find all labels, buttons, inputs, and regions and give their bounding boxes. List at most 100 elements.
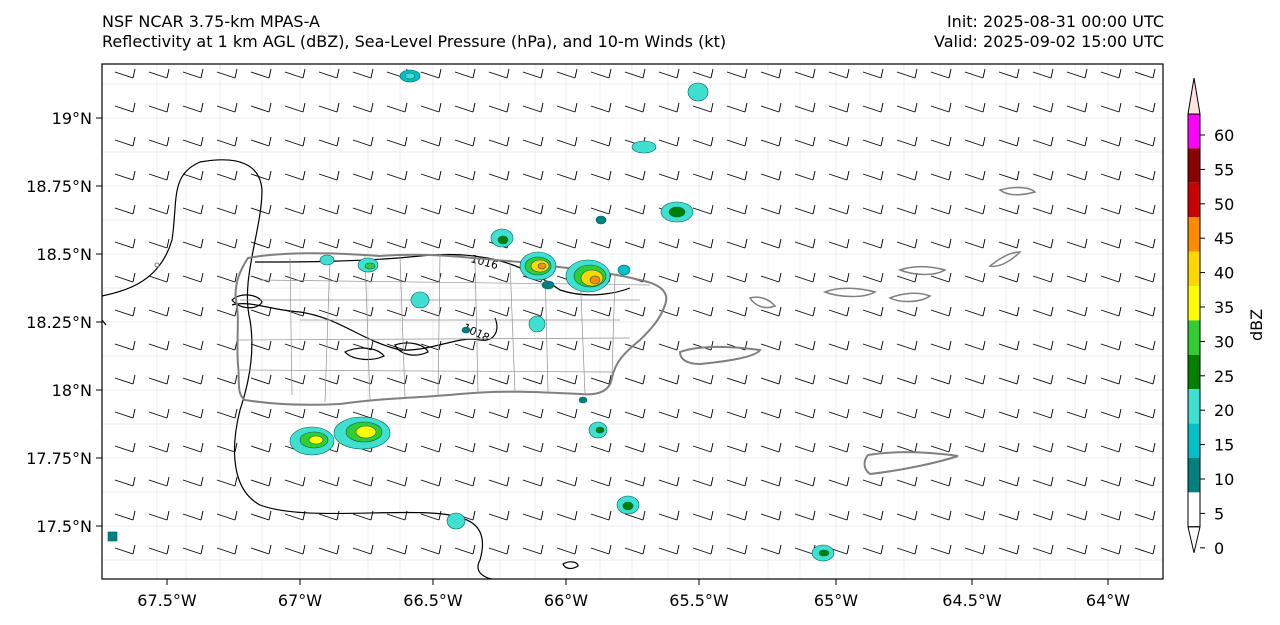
wind-barb — [590, 136, 612, 147]
wind-barb — [930, 374, 952, 385]
wind-barb — [352, 476, 374, 487]
cell-north-3 — [631, 140, 657, 154]
wind-barb — [318, 136, 340, 147]
wind-barb — [998, 408, 1020, 419]
wind-barb — [420, 408, 442, 419]
wind-barb — [454, 374, 476, 385]
wind-barb — [624, 238, 646, 249]
wind-barb — [896, 408, 918, 419]
wind-barb — [522, 306, 544, 317]
wind-barb — [930, 510, 952, 521]
wind-barb — [556, 306, 578, 317]
wind-barb — [896, 544, 918, 555]
wind-barb — [250, 136, 272, 147]
wind-barb — [726, 510, 748, 521]
cell-pr-c1 — [410, 291, 430, 309]
valid-time: Valid: 2025-09-02 15:00 UTC — [933, 32, 1164, 51]
wind-barb — [930, 102, 952, 113]
wind-barb — [828, 476, 850, 487]
wind-barb — [488, 442, 510, 453]
wind-barb — [964, 374, 986, 385]
colorbar-tick-label: 5 — [1214, 504, 1224, 523]
cell-ne-2 — [595, 215, 607, 225]
st-croix-coast — [863, 451, 959, 476]
wind-barb — [488, 510, 510, 521]
wind-barb — [250, 272, 272, 283]
wind-barb — [590, 476, 612, 487]
wind-barb — [420, 272, 442, 283]
colorbar: 0 5 10 15 20 25 30 35 40 45 50 55 60 — [1187, 77, 1234, 558]
wind-barb — [1066, 340, 1088, 351]
wind-barb — [522, 408, 544, 419]
wind-barb — [386, 374, 408, 385]
wind-barb — [1134, 68, 1156, 79]
wind-barb — [760, 238, 782, 249]
wind-barb — [250, 544, 272, 555]
wind-barb — [964, 170, 986, 181]
wind-barb — [216, 544, 238, 555]
wind-barb — [250, 68, 272, 79]
wind-barb — [216, 238, 238, 249]
wind-barb — [182, 68, 204, 79]
wind-barb — [148, 544, 170, 555]
wind-barb — [658, 408, 680, 419]
wind-barb — [1100, 476, 1122, 487]
wind-barb — [862, 170, 884, 181]
wind-barb — [522, 340, 544, 351]
wind-barb — [794, 136, 816, 147]
wind-barb — [1032, 238, 1054, 249]
wind-barb — [1134, 170, 1156, 181]
wind-barb — [556, 374, 578, 385]
wind-barb — [386, 544, 408, 555]
wind-barb — [1066, 374, 1088, 385]
wind-barb — [726, 272, 748, 283]
wind-barb — [284, 476, 306, 487]
wind-barb — [998, 340, 1020, 351]
latitude-axis: 19°N 18.75°N 18.5°N 18.25°N 18°N 17.75°N 17.5°… — [26, 109, 102, 536]
wind-barb — [964, 272, 986, 283]
wind-barb — [726, 374, 748, 385]
wind-barb — [556, 340, 578, 351]
wind-barb — [250, 408, 272, 419]
wind-barb — [420, 238, 442, 249]
wind-barb — [658, 544, 680, 555]
wind-barb — [318, 238, 340, 249]
wind-barb — [1066, 170, 1088, 181]
wind-barb — [182, 510, 204, 521]
wind-barb — [692, 306, 714, 317]
wind-barb — [998, 170, 1020, 181]
model-title: NSF NCAR 3.75-km MPAS-A — [102, 12, 320, 31]
wind-barb — [590, 238, 612, 249]
wind-barb — [1100, 272, 1122, 283]
wind-barb — [692, 510, 714, 521]
cell-pr-n2 — [519, 251, 557, 281]
wind-barb — [148, 476, 170, 487]
colorbar-segment — [1188, 458, 1200, 493]
wind-barb — [794, 374, 816, 385]
isobar-small-3 — [394, 342, 429, 356]
wind-barb — [896, 374, 918, 385]
wind-barb — [930, 238, 952, 249]
wind-barb — [828, 442, 850, 453]
wind-barb — [964, 68, 986, 79]
wind-barb — [828, 136, 850, 147]
wind-barb — [522, 238, 544, 249]
wind-barb — [556, 442, 578, 453]
wind-barb — [352, 408, 374, 419]
wind-barb — [318, 476, 340, 487]
wind-barb — [1100, 238, 1122, 249]
colorbar-tick-label: 25 — [1214, 367, 1234, 386]
wind-barb — [148, 238, 170, 249]
wind-barb — [862, 238, 884, 249]
lon-tick-label: 64°W — [1086, 591, 1130, 610]
wind-barb — [386, 170, 408, 181]
wind-barb — [1134, 476, 1156, 487]
wind-barb — [454, 68, 476, 79]
wind-barb — [182, 306, 204, 317]
wind-barb — [148, 68, 170, 79]
wind-barb — [1032, 204, 1054, 215]
wind-barb — [692, 68, 714, 79]
wind-barb — [556, 102, 578, 113]
wind-barb — [1066, 204, 1088, 215]
wind-barb — [760, 408, 782, 419]
